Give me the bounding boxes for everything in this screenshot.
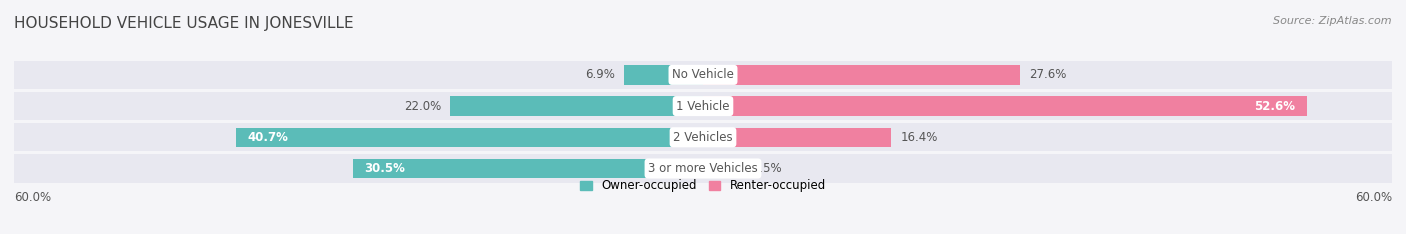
Bar (703, 128, 891, 147)
Text: 2 Vehicles: 2 Vehicles (673, 131, 733, 144)
Bar (703, 61, 1392, 89)
Text: 16.4%: 16.4% (900, 131, 938, 144)
Bar (703, 65, 1019, 84)
Bar (703, 96, 1308, 116)
Text: 60.0%: 60.0% (1355, 191, 1392, 204)
Text: 52.6%: 52.6% (1254, 100, 1295, 113)
Text: 3 or more Vehicles: 3 or more Vehicles (648, 162, 758, 175)
Bar (14, 92, 703, 120)
Text: 27.6%: 27.6% (1029, 68, 1067, 81)
Bar (14, 154, 703, 183)
Text: HOUSEHOLD VEHICLE USAGE IN JONESVILLE: HOUSEHOLD VEHICLE USAGE IN JONESVILLE (14, 16, 354, 31)
Bar (450, 96, 703, 116)
Bar (624, 65, 703, 84)
Text: 1 Vehicle: 1 Vehicle (676, 100, 730, 113)
Bar (14, 61, 703, 89)
Text: Source: ZipAtlas.com: Source: ZipAtlas.com (1274, 16, 1392, 26)
Bar (703, 123, 1392, 151)
Bar (703, 159, 744, 178)
Text: 60.0%: 60.0% (14, 191, 51, 204)
Bar (353, 159, 703, 178)
Text: No Vehicle: No Vehicle (672, 68, 734, 81)
Legend: Owner-occupied, Renter-occupied: Owner-occupied, Renter-occupied (575, 175, 831, 197)
Text: 6.9%: 6.9% (585, 68, 614, 81)
Bar (703, 154, 1392, 183)
Bar (14, 123, 703, 151)
Text: 40.7%: 40.7% (247, 131, 288, 144)
Bar (703, 92, 1392, 120)
Bar (236, 128, 703, 147)
Text: 30.5%: 30.5% (364, 162, 405, 175)
Text: 3.5%: 3.5% (752, 162, 782, 175)
Text: 22.0%: 22.0% (404, 100, 441, 113)
